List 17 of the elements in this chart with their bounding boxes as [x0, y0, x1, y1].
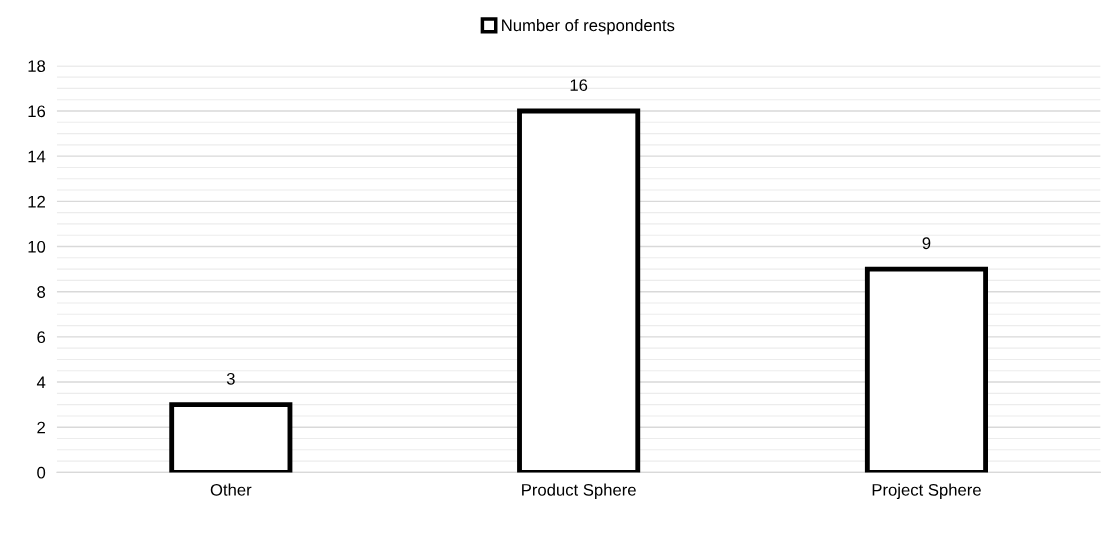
- x-tick-label: Product Sphere: [522, 483, 636, 500]
- y-tick-label: 0: [37, 466, 46, 479]
- x-tick-label: Other: [210, 483, 252, 496]
- y-tick-label: 14: [28, 150, 46, 163]
- y-tick-label: 18: [28, 60, 46, 73]
- y-tick-label: 12: [28, 195, 45, 208]
- y-tick-label: 2: [37, 421, 45, 434]
- data-label: 9: [922, 237, 931, 250]
- data-label: 16: [570, 79, 588, 92]
- y-tick-label: 8: [37, 286, 46, 298]
- y-tick-label: 16: [28, 105, 46, 118]
- legend-label: Number of respondents: [502, 19, 675, 35]
- y-tick-label: 6: [37, 331, 46, 344]
- data-label: 3: [226, 372, 235, 385]
- y-tick-label: 10: [28, 240, 46, 253]
- x-tick-label: Project Sphere: [872, 483, 981, 500]
- y-tick-label: 4: [36, 376, 46, 389]
